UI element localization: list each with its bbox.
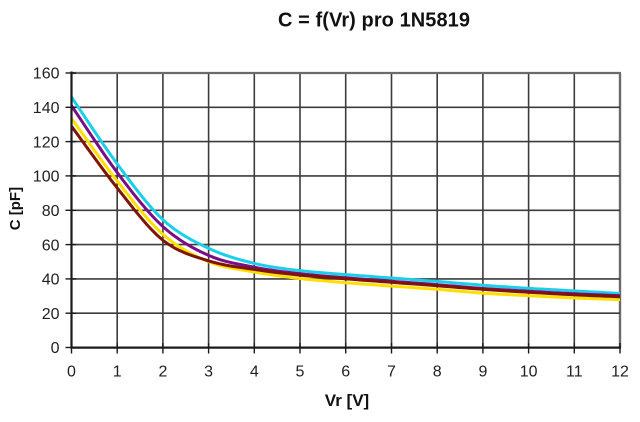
svg-text:0: 0 xyxy=(67,364,76,381)
svg-text:100: 100 xyxy=(33,169,60,186)
svg-text:12: 12 xyxy=(611,364,629,381)
svg-text:6: 6 xyxy=(341,364,350,381)
svg-text:3: 3 xyxy=(204,364,213,381)
svg-text:11: 11 xyxy=(566,364,583,381)
svg-text:9: 9 xyxy=(478,364,487,381)
svg-text:1: 1 xyxy=(113,364,122,381)
svg-text:60: 60 xyxy=(42,237,60,254)
svg-text:C [pF]: C [pF] xyxy=(7,187,24,230)
svg-text:4: 4 xyxy=(250,364,259,381)
svg-text:10: 10 xyxy=(520,364,538,381)
svg-text:40: 40 xyxy=(42,272,60,289)
svg-text:160: 160 xyxy=(33,66,60,83)
svg-text:5: 5 xyxy=(296,364,305,381)
svg-text:8: 8 xyxy=(433,364,442,381)
svg-text:140: 140 xyxy=(33,100,60,117)
svg-text:7: 7 xyxy=(387,364,396,381)
svg-text:0: 0 xyxy=(51,340,60,357)
svg-text:80: 80 xyxy=(42,203,60,220)
svg-text:C = f(Vr) pro 1N5819: C = f(Vr) pro 1N5819 xyxy=(278,10,470,32)
svg-text:120: 120 xyxy=(33,134,60,151)
svg-text:20: 20 xyxy=(42,306,60,323)
svg-text:2: 2 xyxy=(158,364,167,381)
svg-text:Vr [V]: Vr [V] xyxy=(325,391,369,410)
